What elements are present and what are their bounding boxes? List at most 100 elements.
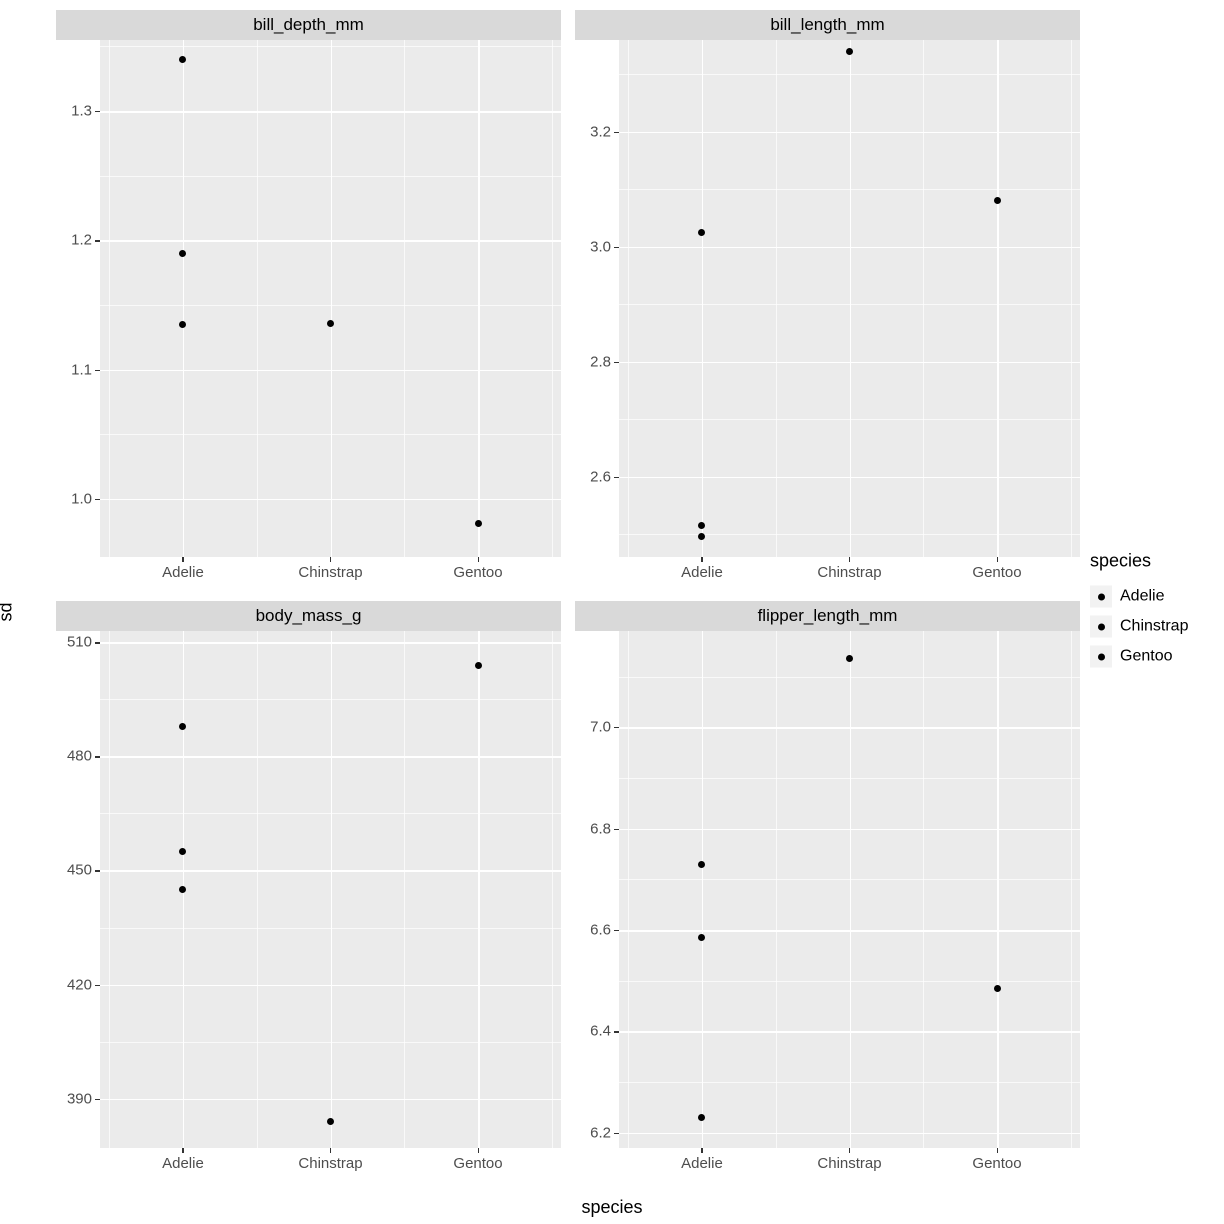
tickmark-x: [478, 1148, 479, 1153]
ticklabel-x: Adelie: [681, 1155, 723, 1172]
gridline-v-major: [478, 40, 480, 557]
plot-area: [100, 631, 561, 1148]
tickmark-x: [182, 1148, 183, 1153]
tickmark-x: [849, 557, 850, 562]
ticklabel-y: 390: [67, 1090, 92, 1107]
legend-item: Gentoo: [1090, 644, 1188, 670]
legend-item: Chinstrap: [1090, 614, 1188, 640]
gridline-v-minor: [923, 631, 924, 1148]
data-point: [179, 56, 186, 63]
data-point: [698, 934, 705, 941]
tickmark-x: [182, 557, 183, 562]
ticklabel-y: 1.2: [71, 232, 92, 249]
gridline-v-minor: [1071, 631, 1072, 1148]
ticklabel-y: 6.8: [590, 820, 611, 837]
ticklabel-y: 2.8: [590, 353, 611, 370]
ticklabel-x: Gentoo: [972, 1155, 1021, 1172]
ticklabel-y: 6.6: [590, 922, 611, 939]
legend-item-label: Gentoo: [1120, 648, 1172, 666]
y-axis: 6.2 6.4 6.6 6.8 7.0: [575, 631, 619, 1178]
plot-area: [100, 40, 561, 557]
data-point: [698, 533, 705, 540]
x-axis: Adelie Chinstrap Gentoo: [619, 1148, 1080, 1178]
legend-key-point-icon: [1090, 616, 1112, 638]
y-axis-title: sd: [0, 602, 17, 621]
data-point: [179, 723, 186, 730]
gridline-v-minor: [404, 40, 405, 557]
facet-strip-label: body_mass_g: [56, 601, 561, 631]
data-point: [698, 229, 705, 236]
ticklabel-x: Chinstrap: [298, 1155, 362, 1172]
data-point: [698, 1114, 705, 1121]
ticklabel-y: 1.0: [71, 490, 92, 507]
ticklabel-y: 3.2: [590, 123, 611, 140]
facet-panel: flipper_length_mm 6.2 6.4 6.6 6.8 7.0 Adelie Ch…: [575, 601, 1080, 1178]
data-point: [698, 522, 705, 529]
ticklabel-x: Chinstrap: [298, 564, 362, 581]
gridline-v-minor: [109, 40, 110, 557]
ticklabel-y: 6.4: [590, 1023, 611, 1040]
gridline-v-minor: [109, 631, 110, 1148]
gridline-v-major: [478, 631, 480, 1148]
ticklabel-y: 510: [67, 634, 92, 651]
gridline-v-minor: [776, 631, 777, 1148]
legend-item-label: Adelie: [1120, 588, 1164, 606]
gridline-v-minor: [552, 40, 553, 557]
facet-strip-label: flipper_length_mm: [575, 601, 1080, 631]
gridline-v-major: [331, 40, 333, 557]
gridline-v-minor: [552, 631, 553, 1148]
facet-panel: bill_length_mm2.62.83.03.2AdelieChinstra…: [575, 10, 1080, 587]
facet-panel: body_mass_g390420450480510AdelieChinstra…: [56, 601, 561, 1178]
x-axis: Adelie Chinstrap Gentoo: [100, 557, 561, 587]
ticklabel-x: Chinstrap: [817, 1155, 881, 1172]
ticklabel-y: 1.3: [71, 103, 92, 120]
y-axis: 390420450480510: [56, 631, 100, 1178]
ticklabel-y: 3.0: [590, 238, 611, 255]
ticklabel-x: Adelie: [162, 564, 204, 581]
data-point: [179, 848, 186, 855]
tickmark-x: [478, 557, 479, 562]
data-point: [327, 320, 334, 327]
ticklabel-x: Chinstrap: [817, 564, 881, 581]
data-point: [846, 655, 853, 662]
tickmark-x: [997, 557, 998, 562]
gridline-v-major: [331, 631, 333, 1148]
data-point: [475, 662, 482, 669]
gridline-v-minor: [257, 40, 258, 557]
x-axis: AdelieChinstrapGentoo: [619, 557, 1080, 587]
legend: species AdelieChinstrapGentoo: [1090, 551, 1188, 674]
tickmark-x: [701, 557, 702, 562]
tickmark-x: [330, 1148, 331, 1153]
tickmark-x: [997, 1148, 998, 1153]
gridline-v-minor: [257, 631, 258, 1148]
ticklabel-y: 7.0: [590, 719, 611, 736]
gridline-v-major: [702, 631, 704, 1148]
tickmark-x: [849, 1148, 850, 1153]
gridline-v-major: [850, 40, 852, 557]
ticklabel-y: 480: [67, 748, 92, 765]
legend-key-point-icon: [1090, 586, 1112, 608]
figure: sd species bill_depth_mm1.01.11.21.3Adel…: [0, 0, 1224, 1224]
data-point: [179, 886, 186, 893]
gridline-v-major: [183, 40, 185, 557]
panels-grid: bill_depth_mm1.01.11.21.3AdelieChinstrap…: [56, 10, 1080, 1178]
gridline-v-major: [997, 40, 999, 557]
y-axis: 2.6 2.8 3.0 3.2: [575, 40, 619, 587]
y-axis: 1.01.11.21.3: [56, 40, 100, 587]
ticklabel-x: Adelie: [162, 1155, 204, 1172]
data-point: [179, 321, 186, 328]
gridline-v-minor: [404, 631, 405, 1148]
ticklabel-y: 6.2: [590, 1124, 611, 1141]
plot-area: [619, 40, 1080, 557]
tickmark-x: [330, 557, 331, 562]
ticklabel-y: 2.6: [590, 468, 611, 485]
gridline-v-major: [702, 40, 704, 557]
data-point: [475, 520, 482, 527]
data-point: [179, 250, 186, 257]
ticklabel-x: Adelie: [681, 564, 723, 581]
ticklabel-x: Gentoo: [453, 564, 502, 581]
facet-panel: bill_depth_mm1.01.11.21.3AdelieChinstrap…: [56, 10, 561, 587]
data-point: [698, 861, 705, 868]
ticklabel-x: Gentoo: [453, 1155, 502, 1172]
ticklabel-y: 420: [67, 976, 92, 993]
